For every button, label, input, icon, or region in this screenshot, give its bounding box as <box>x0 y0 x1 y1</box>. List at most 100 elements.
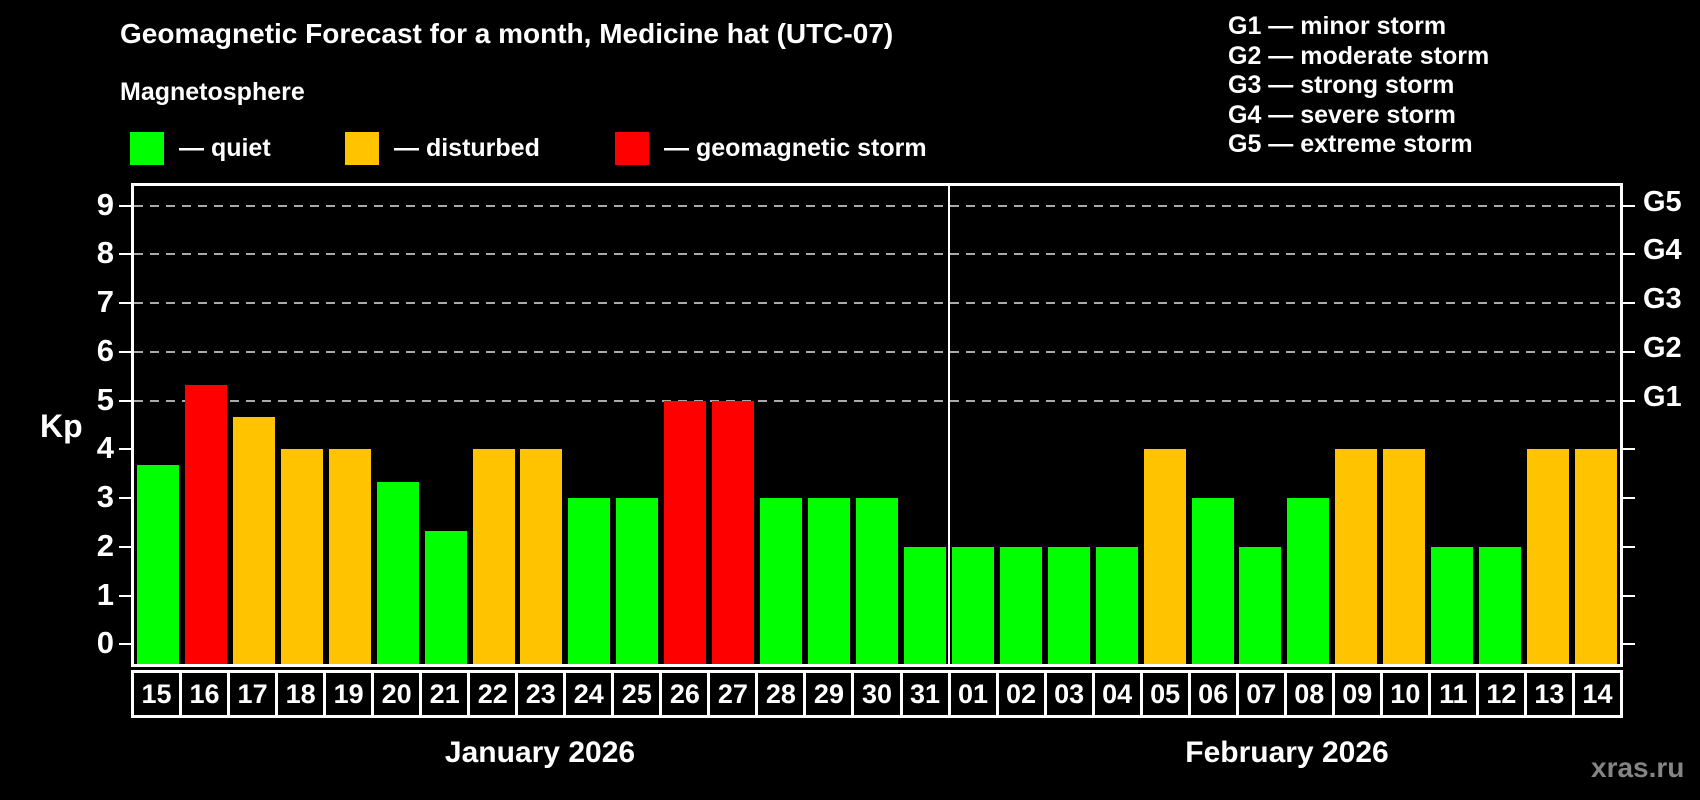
day-cell-25: 25 <box>611 670 663 718</box>
day-cell-27: 27 <box>707 670 759 718</box>
day-cell-05: 05 <box>1139 670 1191 718</box>
bar-day-10 <box>1383 449 1426 664</box>
day-cell-30: 30 <box>851 670 903 718</box>
day-cell-03: 03 <box>1043 670 1095 718</box>
y-tick-label-9: 9 <box>96 186 114 222</box>
y-tick-left-8 <box>119 253 131 256</box>
bar-day-29 <box>808 498 851 664</box>
day-cell-29: 29 <box>803 670 855 718</box>
legend-label-disturbed: — disturbed <box>394 134 540 162</box>
plot-area <box>131 183 1623 667</box>
y-tick-right-0 <box>1623 643 1635 646</box>
bar-day-07 <box>1239 546 1282 664</box>
month-label-february: February 2026 <box>1185 736 1389 769</box>
bar-day-08 <box>1287 498 1330 664</box>
y-tick-label-4: 4 <box>96 430 114 466</box>
y-tick-left-3 <box>119 497 131 500</box>
y-tick-right-3 <box>1623 497 1635 500</box>
gridline-kp5 <box>134 399 1620 402</box>
day-cell-16: 16 <box>179 670 231 718</box>
day-cell-20: 20 <box>371 670 423 718</box>
day-cell-08: 08 <box>1283 670 1335 718</box>
day-cell-15: 15 <box>131 670 183 718</box>
y-tick-left-5 <box>119 399 131 402</box>
y-tick-left-6 <box>119 350 131 353</box>
y-tick-label-7: 7 <box>96 284 114 320</box>
day-cell-01: 01 <box>947 670 999 718</box>
y-tick-label-5: 5 <box>96 381 114 417</box>
bar-day-04 <box>1095 546 1138 664</box>
bar-day-03 <box>1047 546 1090 664</box>
bar-day-31 <box>903 546 946 664</box>
bar-day-16 <box>184 384 227 664</box>
bar-day-06 <box>1191 498 1234 664</box>
month-label-january: January 2026 <box>444 736 636 769</box>
y-tick-left-4 <box>119 448 131 451</box>
bar-day-24 <box>568 498 611 664</box>
y-tick-right-4 <box>1623 448 1635 451</box>
day-cell-31: 31 <box>899 670 951 718</box>
bar-day-09 <box>1335 449 1378 664</box>
bar-day-30 <box>856 498 898 664</box>
day-cell-17: 17 <box>227 670 279 718</box>
y-tick-left-2 <box>119 545 131 548</box>
y-tick-right-9 <box>1623 204 1635 207</box>
g1-legend-line: G1 — minor storm <box>1228 12 1447 40</box>
bar-day-22 <box>472 449 515 664</box>
legend-item-storm: — geomagnetic storm <box>615 132 927 165</box>
day-cell-18: 18 <box>275 670 327 718</box>
gridline-kp8 <box>134 253 1620 256</box>
g-label-G1: G1 <box>1643 380 1682 413</box>
y-tick-label-6: 6 <box>96 332 114 368</box>
bar-day-15 <box>136 465 179 664</box>
day-cell-10: 10 <box>1379 670 1431 718</box>
bar-day-05 <box>1143 449 1186 664</box>
bar-day-12 <box>1479 546 1522 664</box>
bar-day-23 <box>520 449 563 664</box>
y-tick-label-1: 1 <box>96 576 114 612</box>
day-cell-28: 28 <box>755 670 807 718</box>
bar-day-25 <box>616 498 659 664</box>
bar-day-17 <box>232 416 275 664</box>
y-tick-left-9 <box>119 204 131 207</box>
g-label-G2: G2 <box>1643 331 1682 364</box>
y-tick-left-1 <box>119 594 131 597</box>
quiet-swatch-icon <box>130 132 164 165</box>
day-cell-04: 04 <box>1091 670 1143 718</box>
day-cell-07: 07 <box>1235 670 1287 718</box>
y-tick-right-8 <box>1623 253 1635 256</box>
disturbed-swatch-icon <box>345 132 379 165</box>
y-tick-right-6 <box>1623 350 1635 353</box>
bar-day-01 <box>951 546 994 664</box>
g-label-G3: G3 <box>1643 283 1682 316</box>
y-tick-label-8: 8 <box>96 235 114 271</box>
g5-legend-line: G5 — extreme storm <box>1228 130 1473 158</box>
legend-item-quiet: — quiet <box>130 132 271 165</box>
day-cell-11: 11 <box>1427 670 1479 718</box>
x-axis-day-row: 15 16 17 18 19 20 21 22 23 24 25 26 27 28 29 30 31 01 02 03… <box>131 670 1623 718</box>
legend-item-disturbed: — disturbed <box>345 132 540 165</box>
y-axis-title: Kp <box>40 408 83 444</box>
day-cell-02: 02 <box>995 670 1047 718</box>
day-cell-09: 09 <box>1331 670 1383 718</box>
g2-legend-line: G2 — moderate storm <box>1228 41 1490 70</box>
day-cell-13: 13 <box>1523 670 1575 718</box>
y-tick-left-0 <box>119 643 131 646</box>
day-cell-21: 21 <box>419 670 471 718</box>
bar-day-02 <box>999 546 1042 664</box>
bar-day-20 <box>376 482 419 664</box>
bar-day-21 <box>424 530 467 664</box>
bar-day-18 <box>280 449 323 664</box>
y-tick-right-2 <box>1623 545 1635 548</box>
day-cell-12: 12 <box>1475 670 1527 718</box>
month-separator-line <box>947 186 950 664</box>
y-tick-label-0: 0 <box>96 625 114 661</box>
day-cell-06: 06 <box>1187 670 1239 718</box>
bar-day-13 <box>1527 449 1570 664</box>
bar-day-14 <box>1575 449 1618 664</box>
y-tick-left-7 <box>119 302 131 305</box>
y-tick-label-3: 3 <box>96 479 114 515</box>
day-cell-26: 26 <box>659 670 711 718</box>
g4-legend-line: G4 — severe storm <box>1228 100 1456 129</box>
